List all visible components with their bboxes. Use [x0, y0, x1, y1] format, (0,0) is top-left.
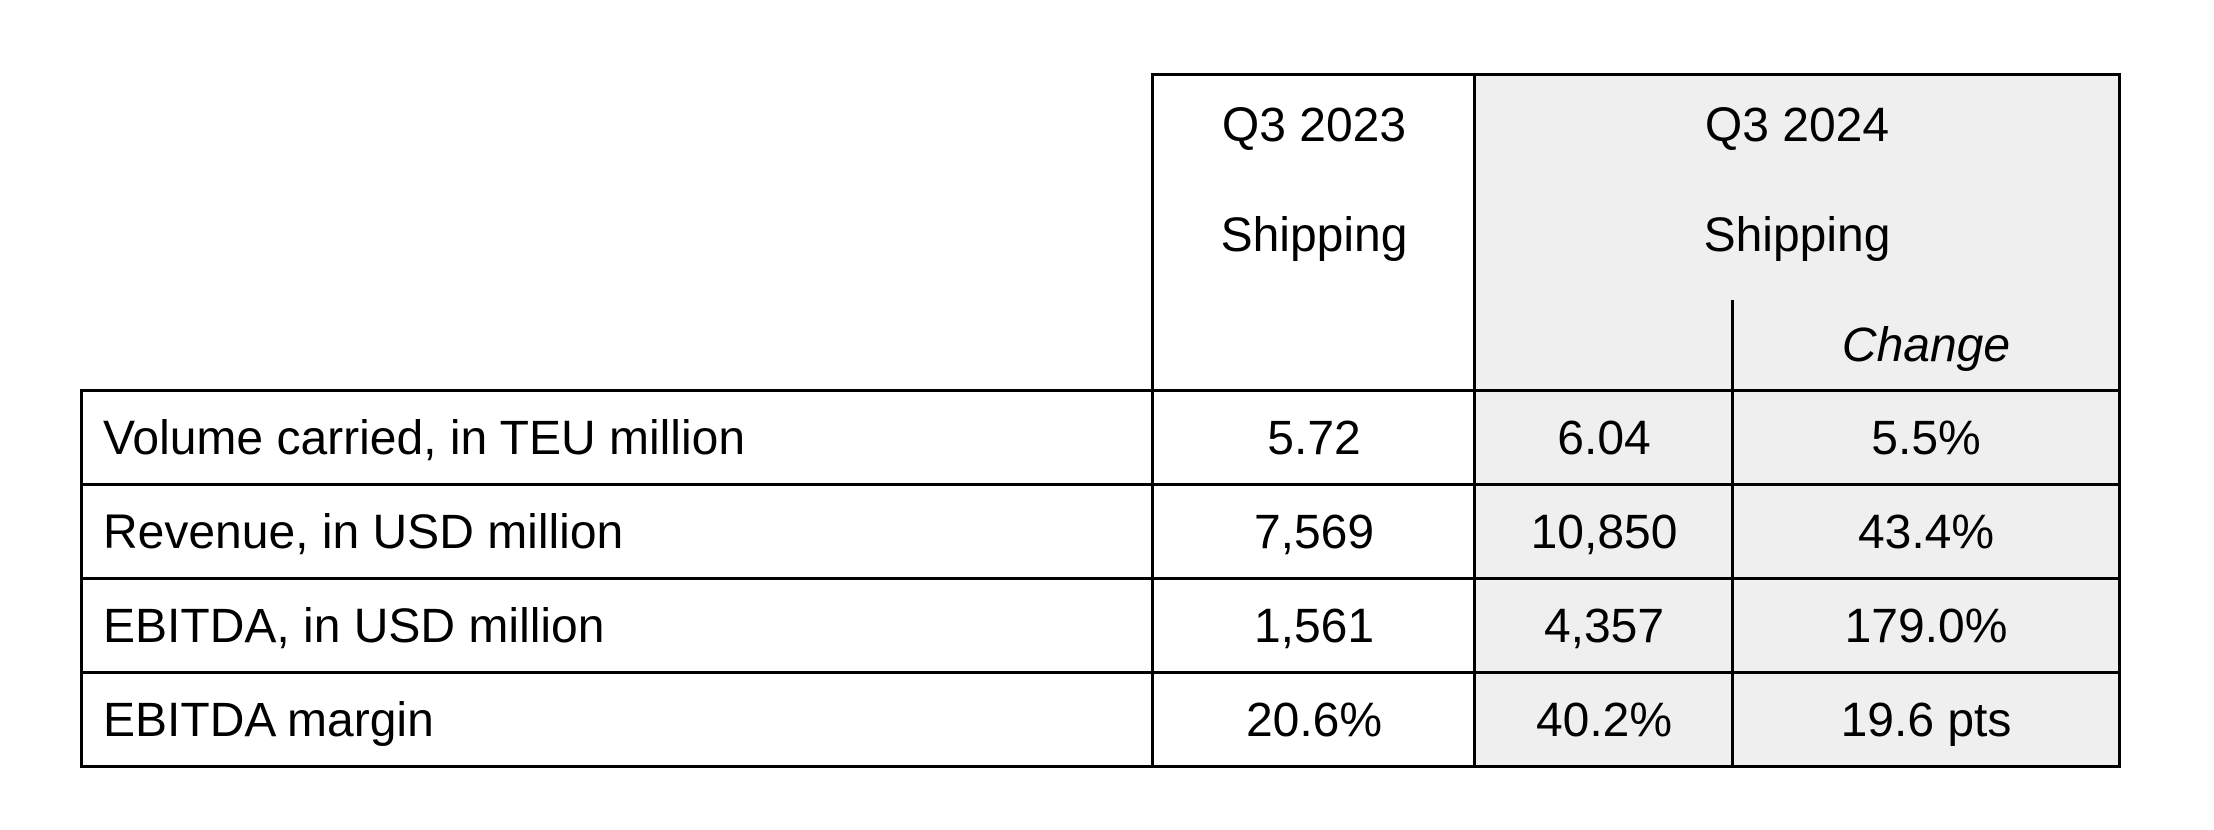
row-label: Revenue, in USD million [103, 505, 624, 559]
grid-line-left [80, 389, 83, 768]
cell-q3-2024: 40.2% [1535, 693, 1673, 747]
header-q3-2023-segment: Shipping [1220, 208, 1408, 262]
grid-line-bottom [80, 765, 2121, 768]
q3-2024-highlight [1475, 76, 2119, 767]
header-q3-2024-segment: Shipping [1703, 208, 1891, 262]
cell-q3-2023: 20.6% [1245, 693, 1383, 747]
header-q3-2023-period: Q3 2023 [1221, 98, 1407, 152]
grid-line-change-divider [1731, 300, 1734, 768]
grid-line-header-bottom [80, 389, 2121, 392]
grid-line-row-3 [80, 671, 2121, 674]
header-change: Change [1841, 318, 2011, 372]
cell-q3-2023: 5.72 [1267, 411, 1361, 465]
grid-line-right [2118, 73, 2121, 768]
cell-change: 19.6 pts [1840, 693, 2012, 747]
grid-line-row-1 [80, 483, 2121, 486]
row-label: EBITDA, in USD million [103, 599, 605, 653]
row-label: Volume carried, in TEU million [103, 411, 746, 465]
cell-change: 179.0% [1844, 599, 2008, 653]
grid-line-top [1151, 73, 2121, 76]
header-q3-2024-period: Q3 2024 [1704, 98, 1890, 152]
cell-q3-2024: 4,357 [1543, 599, 1665, 653]
cell-change: 5.5% [1871, 411, 1981, 465]
cell-q3-2024: 10,850 [1530, 505, 1678, 559]
cell-q3-2023: 7,569 [1253, 505, 1375, 559]
cell-q3-2024: 6.04 [1557, 411, 1651, 465]
grid-line-year-divider [1473, 73, 1476, 768]
cell-q3-2023: 1,561 [1253, 599, 1375, 653]
cell-change: 43.4% [1857, 505, 1995, 559]
row-label: EBITDA margin [103, 693, 434, 747]
grid-line-row-2 [80, 577, 2121, 580]
grid-line-label-divider [1151, 73, 1154, 768]
